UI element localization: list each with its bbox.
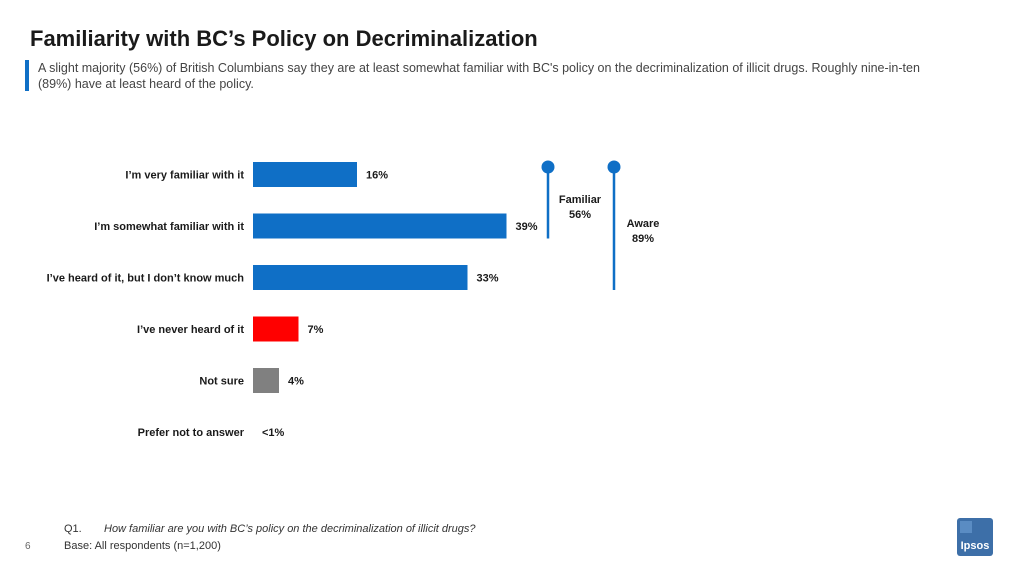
value-label: 7%	[308, 324, 324, 336]
ipsos-logo: Ipsos	[957, 518, 993, 556]
question-footnote: Q1. How familiar are you with BC’s policy…	[64, 523, 476, 535]
category-label: Prefer not to answer	[138, 427, 245, 439]
value-label: 39%	[516, 221, 538, 233]
page-subtitle: A slight majority (56%) of British Colum…	[38, 61, 920, 91]
bracket-label: Familiar	[559, 194, 602, 206]
value-label: <1%	[262, 427, 285, 439]
page-title: Familiarity with BC’s Policy on Decrimin…	[30, 26, 538, 51]
question-text: How familiar are you with BC’s policy on…	[104, 523, 476, 535]
bar	[253, 316, 299, 342]
question-number: Q1.	[64, 523, 82, 535]
page-number: 6	[25, 541, 31, 552]
bar	[253, 162, 357, 187]
bracket-label: Aware	[627, 218, 660, 230]
bar	[253, 368, 279, 393]
bar	[253, 265, 468, 290]
subtitle-accent-bar	[25, 60, 29, 91]
value-label: 33%	[477, 273, 499, 285]
base-footnote: Base: All respondents (n=1,200)	[64, 540, 221, 552]
value-label: 16%	[366, 170, 388, 182]
logo-square	[960, 521, 972, 533]
category-label: Not sure	[199, 376, 244, 388]
category-label: I’ve never heard of it	[137, 324, 244, 336]
bracket-dot	[541, 160, 555, 174]
value-label: 4%	[288, 376, 304, 388]
logo-text: Ipsos	[960, 540, 990, 552]
bracket-value: 89%	[632, 233, 654, 245]
bar	[253, 213, 507, 239]
bracket-value: 56%	[569, 209, 591, 221]
category-label: I’m somewhat familiar with it	[94, 221, 244, 233]
category-label: I’m very familiar with it	[125, 170, 244, 182]
bracket-dot	[607, 160, 621, 174]
category-label: I’ve heard of it, but I don’t know much	[47, 273, 245, 285]
